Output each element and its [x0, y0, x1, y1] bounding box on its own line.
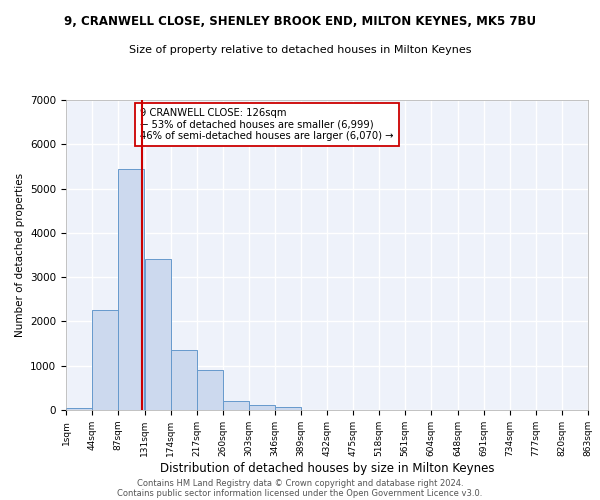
Bar	[66, 408, 92, 410]
Bar	[145, 260, 171, 410]
Text: 9, CRANWELL CLOSE, SHENLEY BROOK END, MILTON KEYNES, MK5 7BU: 9, CRANWELL CLOSE, SHENLEY BROOK END, MI…	[64, 15, 536, 28]
Bar	[275, 406, 301, 410]
Bar	[223, 401, 249, 410]
Bar	[171, 350, 197, 410]
X-axis label: Distribution of detached houses by size in Milton Keynes: Distribution of detached houses by size …	[160, 462, 494, 474]
Text: 9 CRANWELL CLOSE: 126sqm
← 53% of detached houses are smaller (6,999)
46% of sem: 9 CRANWELL CLOSE: 126sqm ← 53% of detach…	[140, 108, 394, 141]
Text: Size of property relative to detached houses in Milton Keynes: Size of property relative to detached ho…	[129, 45, 471, 55]
Bar	[197, 370, 223, 410]
Text: Contains public sector information licensed under the Open Government Licence v3: Contains public sector information licen…	[118, 488, 482, 498]
Y-axis label: Number of detached properties: Number of detached properties	[14, 173, 25, 337]
Text: Contains HM Land Registry data © Crown copyright and database right 2024.: Contains HM Land Registry data © Crown c…	[137, 478, 463, 488]
Bar	[249, 405, 275, 410]
Bar	[92, 310, 118, 410]
Bar	[118, 168, 144, 410]
